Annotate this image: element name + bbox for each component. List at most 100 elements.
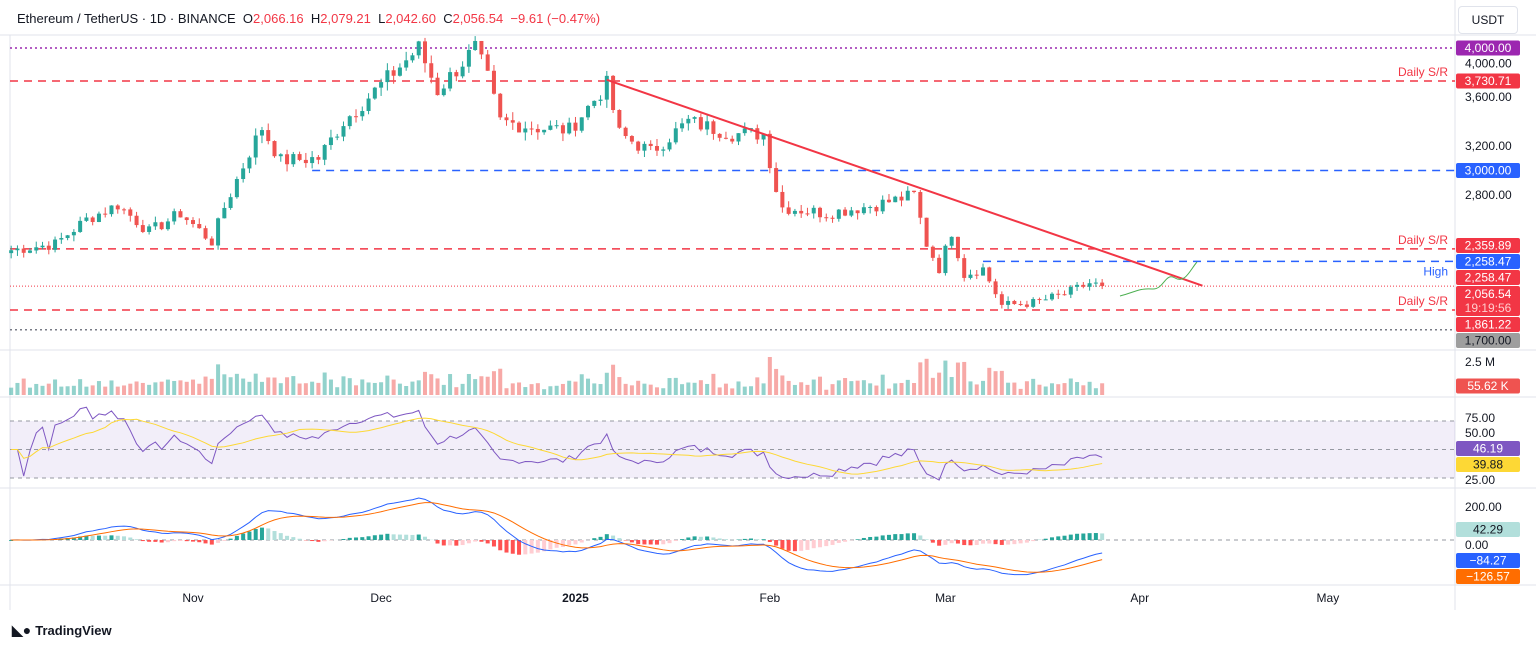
price-tick: 3,600.00 (1465, 90, 1512, 104)
volume-bar (523, 387, 528, 395)
candle-body (1075, 284, 1080, 287)
candle-body (379, 82, 384, 88)
volume-bar (435, 378, 440, 395)
volume-bar (680, 384, 685, 395)
volume-bar (504, 388, 509, 395)
candle-body (905, 190, 910, 201)
signal-value-tag-bg (1456, 569, 1520, 584)
tradingview-logo[interactable]: ◣● TradingView (12, 622, 112, 639)
volume-bar (981, 380, 986, 395)
candle-body (623, 127, 628, 137)
macd-hist-bar (755, 539, 760, 540)
macd-hist-bar (241, 533, 246, 540)
volume-bar (868, 383, 873, 395)
macd-hist-bar (542, 540, 547, 552)
candle-body (228, 197, 233, 208)
macd-hist-bar (1100, 533, 1105, 540)
rsi-line (11, 406, 1103, 481)
candle-body (999, 294, 1004, 305)
macd-hist-bar (560, 540, 565, 547)
high-label: H (310, 11, 321, 26)
macd-hist-bar (786, 540, 791, 551)
candle-body (422, 41, 427, 64)
candle-body (216, 218, 221, 246)
volume-bar (648, 384, 653, 395)
level-price-tag-bg (1456, 238, 1520, 253)
volume-bar (310, 381, 315, 395)
candle-body (397, 67, 402, 76)
macd-hist-bar (153, 540, 158, 542)
volume-bar (1093, 388, 1098, 395)
volume-bar (705, 383, 710, 395)
macd-hist-bar (673, 540, 678, 542)
candle-body (962, 258, 967, 278)
candle-body (222, 207, 227, 219)
level-note: Daily S/R (1398, 65, 1448, 79)
volume-bar (397, 383, 402, 395)
volume-bar (517, 382, 522, 395)
macd-hist-bar (285, 535, 290, 540)
macd-hist-bar (1006, 540, 1011, 545)
volume-bar (604, 372, 609, 395)
candle-body (1081, 284, 1086, 287)
change-value: −9.61 (−0.47%) (510, 11, 601, 26)
candle-body (886, 199, 891, 203)
candle-body (178, 211, 183, 218)
volume-bar (736, 381, 741, 395)
volume-bar (811, 379, 816, 395)
volume-bar (912, 383, 917, 395)
trendline (606, 78, 1203, 287)
macd-hist-bar (792, 540, 797, 552)
macd-hist-bar (234, 535, 239, 540)
macd-hist-bar (611, 535, 616, 540)
volume-bar (924, 358, 929, 395)
candle-body (937, 257, 942, 274)
candle-body (535, 128, 540, 133)
candle-body (792, 210, 797, 214)
candle-body (96, 213, 101, 223)
candle-body (416, 41, 421, 56)
volume-bar (767, 357, 772, 395)
volume-tick: 2.5 M (1465, 355, 1495, 369)
candle-body (172, 211, 177, 222)
candle-body (642, 143, 647, 151)
macd-hist-bar (109, 535, 114, 540)
level-price-tag-bg (1456, 254, 1520, 269)
volume-bar (661, 388, 666, 395)
macd-hist-bar (347, 537, 352, 540)
price-tick: 4,000.00 (1465, 57, 1512, 71)
candle-body (134, 215, 139, 226)
macd-hist-bar (1075, 533, 1080, 540)
volume-bar (880, 374, 885, 395)
high-value: 2,079.21 (320, 11, 371, 26)
macd-hist-bar (962, 540, 967, 546)
volume-bar (228, 377, 233, 395)
currency-button[interactable]: USDT (1458, 6, 1518, 34)
projection-path (1119, 261, 1198, 297)
candle-body (504, 117, 509, 121)
macd-hist-bar (949, 540, 954, 544)
volume-bar (642, 383, 647, 395)
candle-body (159, 222, 164, 230)
volume-bar (949, 377, 954, 395)
candle-body (241, 168, 246, 180)
candle-body (234, 179, 239, 198)
volume-bar (611, 364, 616, 395)
level-note: Daily S/R (1398, 233, 1448, 247)
candle-body (987, 267, 992, 282)
volume-bar (598, 384, 603, 395)
volume-bar (491, 371, 496, 395)
volume-bar (617, 377, 622, 395)
volume-bar (103, 386, 108, 395)
macd-hist-bar (485, 540, 490, 544)
macd-hist-bar (1024, 540, 1029, 543)
candle-body (629, 136, 634, 142)
level-price-tag-bg (1456, 333, 1520, 348)
volume-bar (422, 371, 427, 395)
volume-bar (21, 378, 26, 395)
macd-hist-bar (654, 540, 659, 545)
last-price-tag-bg (1456, 286, 1520, 316)
macd-hist-bar (372, 535, 377, 540)
volume-bar (128, 383, 133, 395)
